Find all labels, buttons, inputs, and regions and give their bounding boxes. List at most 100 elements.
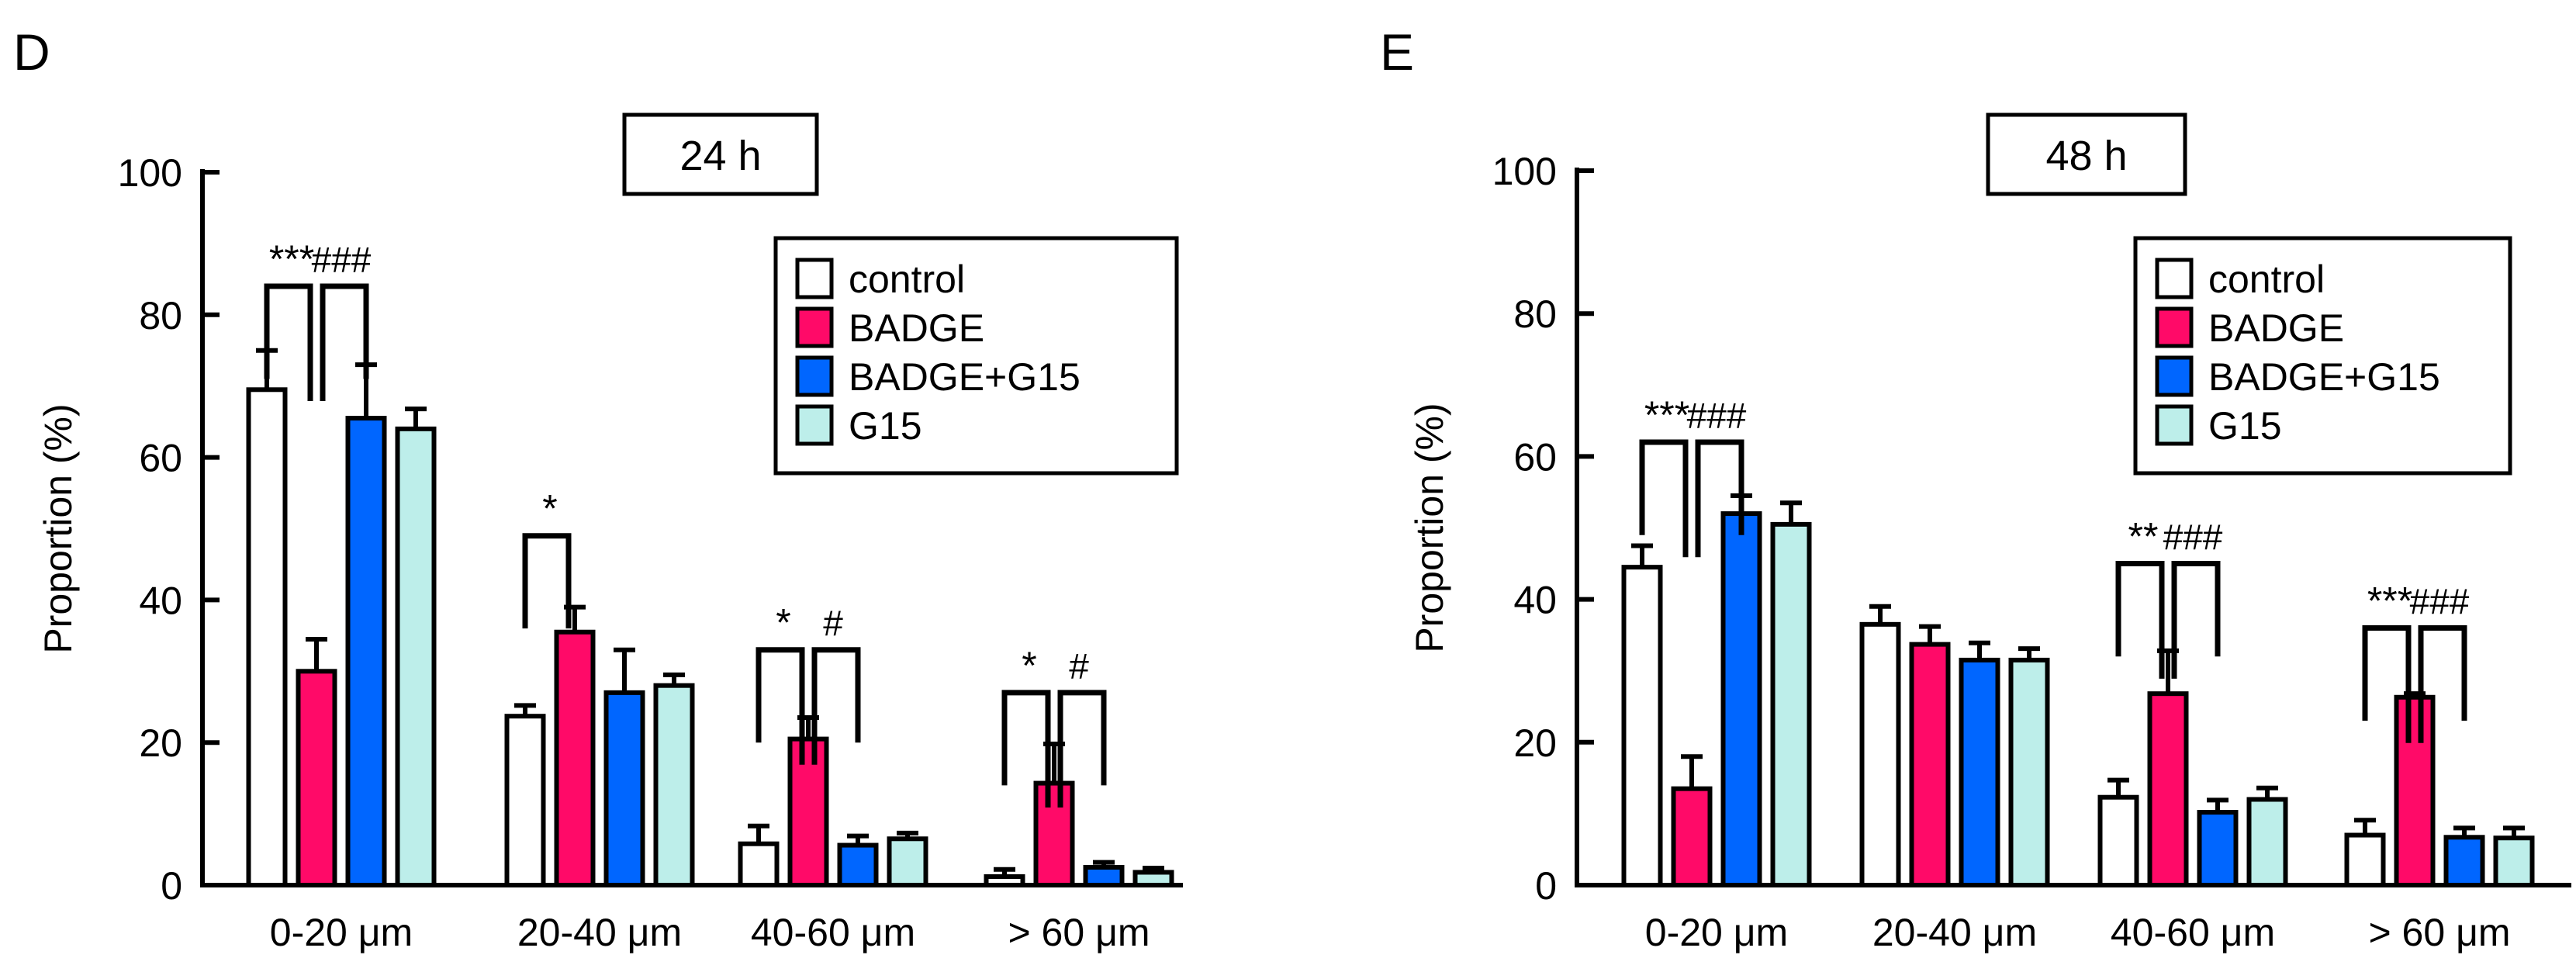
- x-tick-label: 0-20 μm: [1645, 911, 1788, 954]
- bar-control: [2097, 794, 2139, 888]
- significance-label: ***: [2367, 579, 2412, 622]
- legend-swatch: [2155, 404, 2194, 446]
- bar-control: [246, 387, 288, 888]
- significance-bracket: [320, 283, 369, 401]
- bar-badge: [1671, 786, 1713, 887]
- legend-label: G15: [849, 404, 922, 448]
- chart-panel-d: D 24 h 0 20 40 60 80 100 Proportion (%) 0-20 μm 20…: [13, 23, 1183, 954]
- y-tick-label: 60: [1513, 435, 1557, 479]
- bar-g15: [1770, 521, 1812, 888]
- significance-bracket: [1639, 439, 1689, 558]
- y-tick-label: 20: [1513, 721, 1557, 765]
- y-tick-label: 80: [1513, 292, 1557, 336]
- x-tick-label: 20-40 μm: [517, 911, 682, 954]
- bar-badge-g15: [603, 690, 645, 887]
- legend-swatch: [2155, 355, 2194, 397]
- bar-g15: [2008, 657, 2050, 887]
- bar-badge-g15: [345, 416, 387, 887]
- legend-label: BADGE+G15: [849, 355, 1081, 399]
- legend-label: BADGE: [2208, 306, 2344, 350]
- x-tick-label: 40-60 μm: [2111, 911, 2275, 954]
- legend: control BADGE BADGE+G15 G15: [2133, 236, 2512, 476]
- significance-bracket: [2115, 561, 2165, 679]
- bar-g15: [2246, 797, 2288, 887]
- significance-bracket: [811, 647, 861, 765]
- significance-label: **: [2128, 515, 2159, 559]
- bar-control: [1859, 621, 1901, 888]
- legend: control BADGE BADGE+G15 G15: [773, 236, 1179, 476]
- y-tick-label: 80: [139, 294, 182, 337]
- title-box: [1986, 112, 2187, 196]
- legend-swatch: [2155, 306, 2194, 348]
- legend-label: BADGE: [849, 306, 984, 350]
- x-tick-label: > 60 μm: [1008, 911, 1150, 954]
- chart-panel-e: E 48 h 0 20 40 60 80 100 Proportion (%) 0-20 μm 20…: [1380, 23, 2571, 954]
- bar-badge-g15: [2197, 810, 2239, 887]
- bar-badge: [1909, 642, 1951, 887]
- significance-bracket: [2418, 624, 2467, 743]
- title-box: [622, 112, 819, 196]
- y-tick-label: 20: [139, 721, 182, 765]
- bar-control: [738, 841, 780, 887]
- significance-label: #: [1069, 646, 1089, 687]
- legend-swatch: [795, 258, 834, 299]
- significance-label: ***: [1644, 393, 1689, 437]
- significance-label: ***: [269, 237, 314, 281]
- legend-label: BADGE+G15: [2208, 355, 2440, 399]
- bar-badge: [296, 669, 337, 887]
- significance-bracket: [1057, 690, 1107, 808]
- legend-swatch: [795, 404, 834, 446]
- y-tick-label: 100: [118, 151, 182, 195]
- significance-bracket: [1695, 439, 1744, 558]
- bar-badge-g15: [2443, 835, 2485, 887]
- bar-badge-g15: [1083, 865, 1125, 888]
- bar-g15: [1132, 870, 1174, 888]
- y-tick-label: 60: [139, 437, 182, 480]
- bar-badge: [554, 629, 596, 887]
- bar-badge: [2394, 694, 2436, 887]
- legend-swatch: [795, 355, 834, 397]
- legend-label: control: [2208, 258, 2325, 301]
- legend-box: [2133, 236, 2512, 476]
- bar-g15: [395, 426, 437, 887]
- bar-g15: [887, 836, 928, 888]
- bar-badge-g15: [1959, 657, 2000, 887]
- panel-label: D: [13, 23, 50, 81]
- legend-swatch: [795, 306, 834, 348]
- x-tick-label: > 60 μm: [2368, 911, 2510, 954]
- bar-badge-g15: [1720, 511, 1762, 888]
- significance-label: *: [1022, 644, 1036, 687]
- y-tick-label: 100: [1492, 150, 1557, 193]
- bar-badge: [787, 736, 829, 887]
- x-tick-label: 20-40 μm: [1872, 911, 2037, 954]
- bar-g15: [2493, 835, 2535, 887]
- significance-bracket: [1001, 690, 1051, 808]
- significance-bracket: [522, 533, 572, 629]
- legend-label: control: [849, 258, 965, 301]
- y-axis-label: Proportion (%): [1408, 403, 1451, 652]
- legend-box: [773, 236, 1179, 476]
- legend-swatch: [2155, 258, 2194, 299]
- y-tick-label: 40: [139, 579, 182, 622]
- significance-bracket: [264, 283, 313, 401]
- significance-label: ###: [2163, 517, 2223, 558]
- legend-label: G15: [2208, 404, 2282, 448]
- bar-badge: [1033, 780, 1075, 888]
- chart-title: 24 h: [679, 133, 761, 179]
- y-tick-label: 0: [1535, 864, 1557, 908]
- panel-label: E: [1380, 23, 1414, 81]
- significance-bracket: [756, 647, 805, 765]
- x-tick-label: 40-60 μm: [751, 911, 915, 954]
- significance-bracket: [2171, 561, 2221, 679]
- y-axis-label: Proportion (%): [36, 403, 80, 653]
- significance-label: #: [823, 604, 843, 644]
- chart-title: 48 h: [2045, 133, 2127, 179]
- y-tick-label: 40: [1513, 579, 1557, 622]
- bar-control: [1621, 565, 1663, 888]
- bar-g15: [653, 683, 695, 887]
- bar-badge-g15: [837, 842, 879, 888]
- significance-bracket: [2362, 624, 2412, 743]
- bar-control: [2344, 832, 2386, 888]
- bar-control: [504, 714, 546, 888]
